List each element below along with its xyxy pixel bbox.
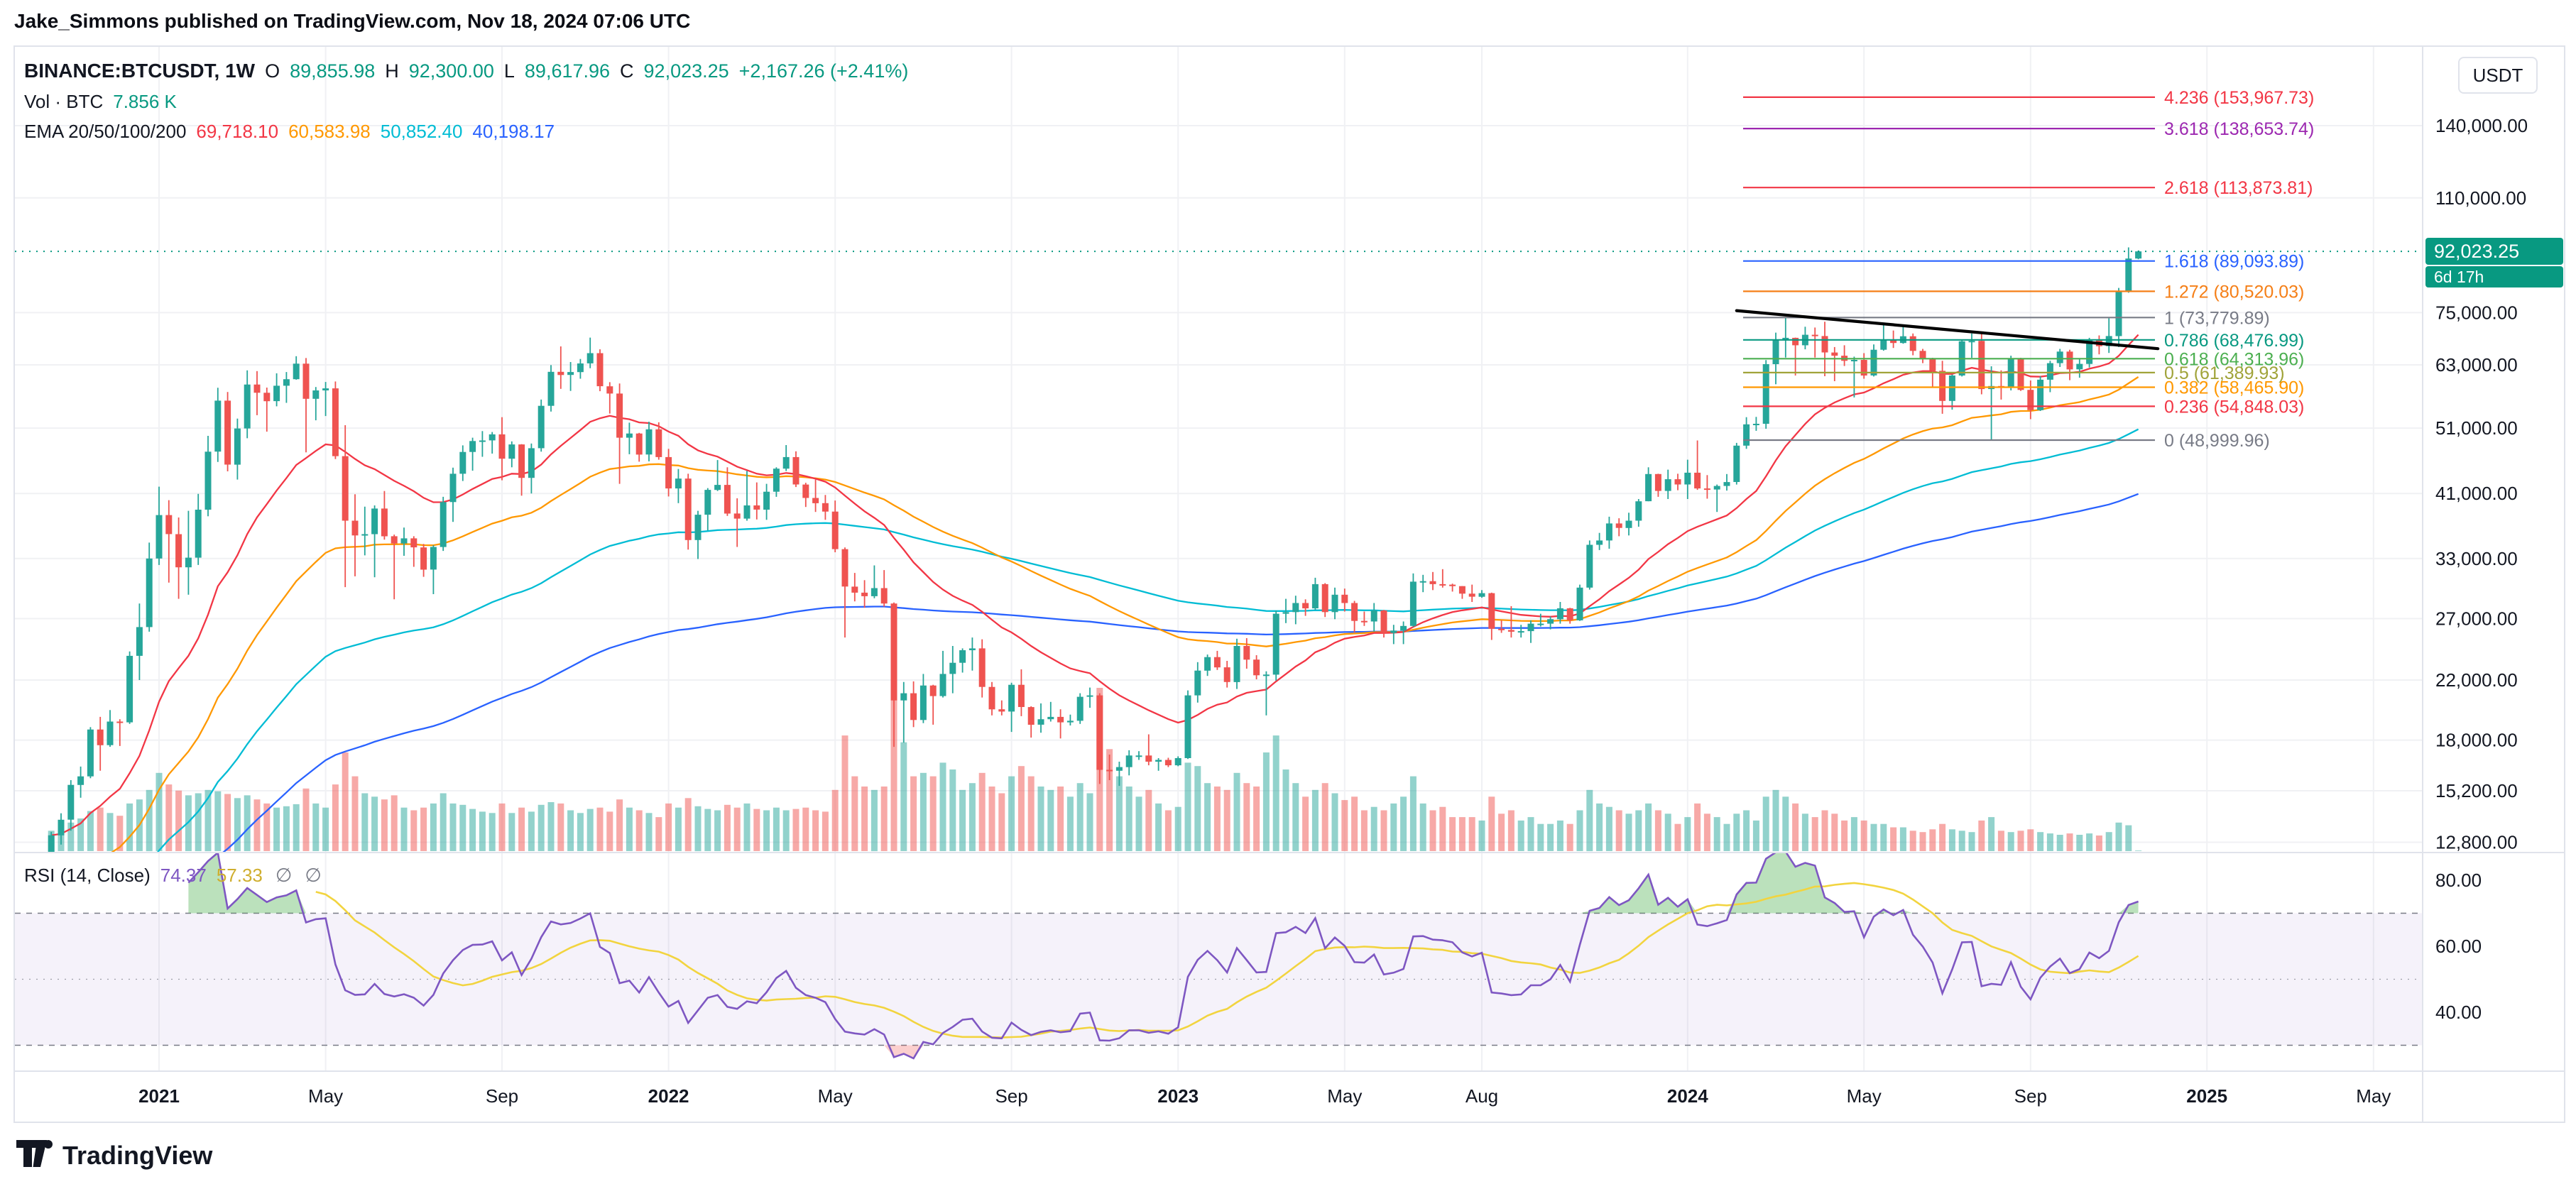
rsi-value: 74.37 (160, 865, 207, 886)
rsi-ma-value: 57.33 (216, 865, 263, 886)
tradingview-brand-text: TradingView (62, 1140, 213, 1170)
fib-label: 0.618 (64,313.96) (2164, 349, 2304, 369)
volume-legend[interactable]: Vol · BTC 7.856 K (24, 91, 177, 113)
fib-label: 0.786 (68,476.99) (2164, 331, 2304, 351)
time-axis-label: Sep (2014, 1085, 2047, 1107)
low-label: L (503, 60, 515, 82)
time-axis-label: 2023 (1157, 1085, 1199, 1107)
fib-label: 0.236 (54,848.03) (2164, 397, 2304, 417)
high-value: 92,300.00 (408, 60, 494, 82)
close-label: C (620, 60, 634, 82)
price-axis-label: 51,000.00 (2435, 417, 2518, 439)
price-axis-label: 63,000.00 (2435, 354, 2518, 376)
ema20-value: 69,718.10 (196, 121, 279, 142)
price-axis-label: 12,800.00 (2435, 832, 2518, 853)
rsi-axis-label: 60.00 (2435, 936, 2482, 957)
fib-label: 0.5 (61,389.93) (2164, 363, 2285, 383)
price-axis-label: 110,000.00 (2435, 187, 2526, 209)
time-axis-label: May (1847, 1085, 1882, 1107)
ema50-value: 60,583.98 (288, 121, 371, 142)
rsi-pane (15, 853, 2422, 1060)
time-axis-label: May (1327, 1085, 1362, 1107)
tradingview-logo-icon (16, 1137, 53, 1173)
time-axis-label: May (818, 1085, 853, 1107)
close-value: 92,023.25 (643, 60, 729, 82)
price-axis-label: 18,000.00 (2435, 730, 2518, 751)
price-axis-label: 27,000.00 (2435, 608, 2518, 630)
ema-legend[interactable]: EMA 20/50/100/200 69,718.10 60,583.98 50… (24, 121, 555, 143)
currency-toggle[interactable]: USDT (2458, 57, 2538, 94)
fib-label: 1 (73,779.89) (2164, 308, 2270, 328)
hidden-indicator-icon: ∅ (275, 865, 293, 886)
publish-byline: Jake_Simmons published on TradingView.co… (14, 10, 691, 32)
fib-label: 4.236 (153,967.73) (2164, 88, 2314, 108)
rsi-legend[interactable]: RSI (14, Close) 74.37 57.33 ∅ ∅ (24, 865, 322, 887)
ema-lines (51, 334, 2139, 853)
time-axis-label: 2021 (138, 1085, 180, 1107)
time-axis-label: 2025 (2186, 1085, 2227, 1107)
symbol-legend[interactable]: BINANCE:BTCUSDT, 1W O 89,855.98 H 92,300… (24, 60, 908, 82)
time-axis-label: 2022 (648, 1085, 689, 1107)
trendline[interactable] (1735, 309, 2160, 351)
ema100-value: 50,852.40 (380, 121, 463, 142)
price-axis-label: 15,200.00 (2435, 780, 2518, 801)
price-axis-label: 22,000.00 (2435, 669, 2518, 691)
volume-bars (48, 688, 2142, 852)
price-axis-label: 75,000.00 (2435, 302, 2518, 323)
bar-countdown-badge: 6d 17h (2425, 266, 2563, 287)
price-axis-label: 33,000.00 (2435, 548, 2518, 569)
rsi-axis-label: 40.00 (2435, 1002, 2482, 1023)
chart-frame-border (13, 45, 2565, 1123)
rsi-label: RSI (14, Close) (24, 865, 151, 886)
fib-label: 1.618 (89,093.89) (2164, 252, 2304, 272)
low-value: 89,617.96 (524, 60, 611, 82)
time-axis-label: Sep (995, 1085, 1027, 1107)
fib-label: 1.272 (80,520.03) (2164, 282, 2304, 302)
ema-label: EMA 20/50/100/200 (24, 121, 187, 142)
price-axis-label: 41,000.00 (2435, 483, 2518, 504)
time-axis-label: May (308, 1085, 343, 1107)
volume-value: 7.856 K (113, 91, 177, 112)
high-label: H (385, 60, 399, 82)
fib-label: 0.382 (58,465.90) (2164, 378, 2304, 398)
time-axis-label: Aug (1466, 1085, 1498, 1107)
fib-label: 0 (48,999.96) (2164, 431, 2270, 451)
time-axis-label: Sep (486, 1085, 518, 1107)
rsi-axis-label: 80.00 (2435, 870, 2482, 891)
time-axis-label: 2024 (1667, 1085, 1708, 1107)
tradingview-logo[interactable]: TradingView (16, 1137, 212, 1173)
last-price-badge: 92,023.25 (2425, 238, 2563, 265)
ema200-value: 40,198.17 (472, 121, 555, 142)
fib-label: 3.618 (138,653.74) (2164, 119, 2314, 139)
change-value: +2,167.26 (+2.41%) (738, 60, 909, 82)
volume-label: Vol · BTC (24, 91, 104, 112)
time-axis-label: May (2356, 1085, 2391, 1107)
candles (48, 247, 2142, 853)
price-axis-label: 140,000.00 (2435, 115, 2528, 136)
fib-label: 2.618 (113,873.81) (2164, 178, 2313, 198)
open-label: O (265, 60, 280, 82)
symbol-title: BINANCE:BTCUSDT, 1W (24, 60, 256, 82)
hidden-indicator-icon: ∅ (305, 865, 322, 886)
open-value: 89,855.98 (290, 60, 376, 82)
